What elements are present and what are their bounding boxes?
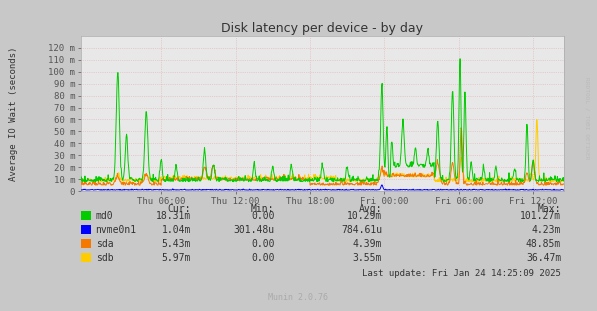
Text: 0.00: 0.00 (251, 239, 275, 249)
Title: Disk latency per device - by day: Disk latency per device - by day (221, 21, 423, 35)
Text: 101.27m: 101.27m (520, 211, 561, 221)
Text: 301.48u: 301.48u (233, 225, 275, 235)
Text: 0.00: 0.00 (251, 211, 275, 221)
Text: 1.04m: 1.04m (162, 225, 191, 235)
Text: Avg:: Avg: (359, 204, 382, 214)
Text: 5.97m: 5.97m (162, 253, 191, 263)
Text: Max:: Max: (538, 204, 561, 214)
Text: 36.47m: 36.47m (526, 253, 561, 263)
Text: RRDTOOL / TOBI OETIKER: RRDTOOL / TOBI OETIKER (584, 77, 589, 160)
Text: 5.43m: 5.43m (162, 239, 191, 249)
Text: Last update: Fri Jan 24 14:25:09 2025: Last update: Fri Jan 24 14:25:09 2025 (362, 269, 561, 278)
Text: 18.31m: 18.31m (156, 211, 191, 221)
Text: 3.55m: 3.55m (353, 253, 382, 263)
Text: Munin 2.0.76: Munin 2.0.76 (269, 293, 328, 301)
Text: 48.85m: 48.85m (526, 239, 561, 249)
Text: 784.61u: 784.61u (341, 225, 382, 235)
Text: nvme0n1: nvme0n1 (96, 225, 137, 235)
Text: sda: sda (96, 239, 113, 249)
Text: Cur:: Cur: (168, 204, 191, 214)
Text: 4.23m: 4.23m (532, 225, 561, 235)
Text: 4.39m: 4.39m (353, 239, 382, 249)
Text: 0.00: 0.00 (251, 253, 275, 263)
Text: Average IO Wait (seconds): Average IO Wait (seconds) (8, 46, 18, 181)
Text: sdb: sdb (96, 253, 113, 263)
Text: 10.29m: 10.29m (347, 211, 382, 221)
Text: md0: md0 (96, 211, 113, 221)
Text: Min:: Min: (251, 204, 275, 214)
